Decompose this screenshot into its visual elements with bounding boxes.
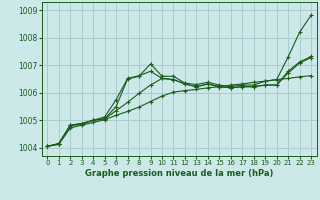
X-axis label: Graphe pression niveau de la mer (hPa): Graphe pression niveau de la mer (hPa)	[85, 169, 273, 178]
